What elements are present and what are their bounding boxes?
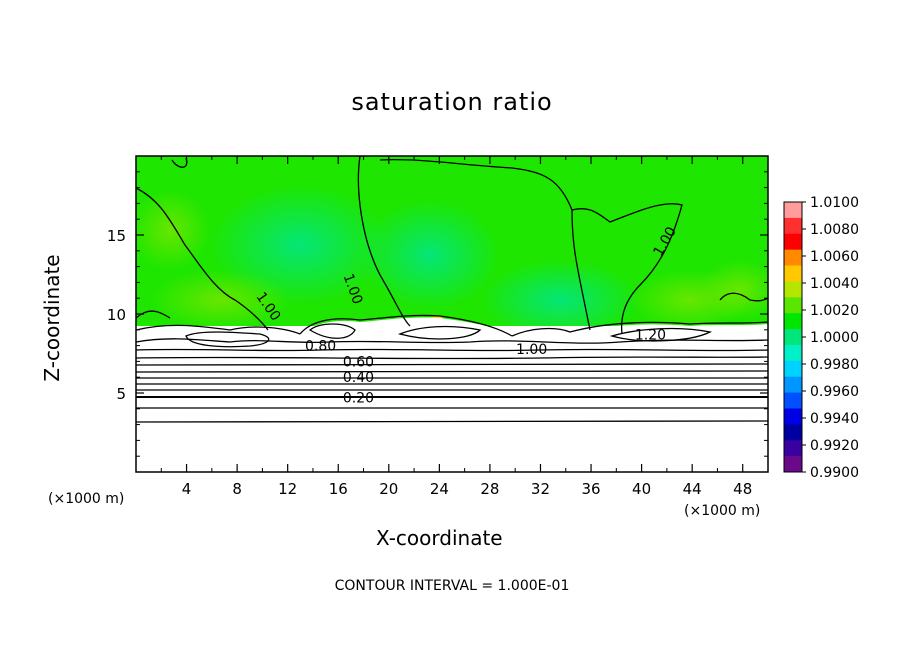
colorbar-swatch [784, 265, 802, 282]
colorbar-label: 0.9920 [810, 438, 859, 454]
field-blob [700, 260, 768, 320]
colorbar-swatch [784, 249, 802, 267]
colorbar-label: 0.9940 [810, 411, 859, 427]
x-tick-label: 8 [232, 480, 242, 498]
contour-line [571, 203, 683, 335]
contour-label: 0.40 [343, 370, 374, 386]
x-tick-label: 40 [632, 480, 651, 498]
contour-line [136, 310, 171, 319]
contour-label: 0.20 [343, 391, 374, 407]
contour-label: 0.60 [343, 354, 374, 370]
y-axis-label: Z-coordinate [40, 254, 64, 382]
y-tick-label: 10 [107, 306, 126, 324]
x-tick-label: 24 [430, 480, 449, 498]
x-axis: 4 8 12 16 20 24 28 32 36 40 44 48 [160, 156, 752, 498]
contour-interval-note: CONTOUR INTERVAL = 1.000E-01 [334, 578, 570, 594]
svg-text:0.20: 0.20 [343, 391, 374, 407]
contour-line [609, 327, 712, 342]
y-tick-label: 5 [116, 385, 126, 403]
contour-line [185, 331, 270, 348]
colorbar-label: 0.9980 [810, 357, 859, 373]
contour-line [136, 377, 768, 379]
contour-line [136, 348, 768, 352]
subsaturated-region [136, 326, 768, 472]
x-tick-label: 12 [278, 480, 297, 498]
contour-line [136, 356, 768, 360]
field-blob [480, 260, 640, 340]
svg-text:0.60: 0.60 [343, 354, 374, 370]
colorbar-swatch [784, 281, 802, 298]
field-blob [136, 190, 210, 270]
colorbar-swatch [784, 344, 802, 362]
heatmap-field [136, 156, 768, 472]
colorbar: 1.0100 1.0080 1.0060 1.0040 1.0020 1.0000 0.99… [783, 195, 859, 481]
contour-label: 1.20 [635, 328, 666, 344]
x-tick-label: 32 [531, 480, 550, 498]
x-unit-label-left: (×1000 m) [48, 491, 125, 507]
x-tick-label: 48 [733, 480, 752, 498]
contour-line [397, 325, 482, 340]
colorbar-swatch [784, 360, 802, 378]
contour-line [136, 187, 269, 331]
colorbar-swatch [784, 313, 802, 330]
cloud-top-region [136, 317, 768, 340]
x-tick-label: 28 [480, 480, 499, 498]
contour-lines [136, 156, 768, 423]
colorbar-label: 1.0080 [810, 222, 859, 238]
colorbar-swatch [784, 408, 802, 425]
colorbar-label: 1.0020 [810, 303, 859, 319]
contour-line [136, 420, 768, 423]
contour-label: 0.80 [305, 339, 336, 355]
colorbar-label: 1.0040 [810, 276, 859, 292]
x-tick-label: 20 [379, 480, 398, 498]
colorbar-swatch [784, 392, 802, 409]
contour-line [379, 159, 591, 331]
contour-line [299, 314, 513, 337]
contour-line [719, 292, 768, 302]
contour-line [308, 323, 356, 339]
x-tick-label: 16 [329, 480, 348, 498]
x-tick-label: 44 [683, 480, 702, 498]
colorbar-swatch [784, 440, 802, 457]
contour-line [136, 370, 768, 373]
colorbar-label: 1.0060 [810, 249, 859, 265]
x-unit-label-right: (×1000 m) [684, 503, 761, 519]
colorbar-swatch [784, 297, 802, 314]
colorbar-swatch [784, 329, 802, 346]
colorbar-label: 1.0100 [810, 195, 859, 211]
svg-text:0.40: 0.40 [343, 370, 374, 386]
contour-line [136, 324, 301, 335]
y-tick-label: 15 [107, 227, 126, 245]
svg-text:1.00: 1.00 [516, 342, 547, 358]
contour-line [136, 363, 768, 366]
field-blob [360, 200, 500, 310]
contour-line [357, 156, 411, 327]
contour-label: 1.00 [516, 342, 547, 358]
colorbar-label: 0.9900 [810, 465, 859, 481]
contour-line [136, 395, 768, 399]
colorbar-swatch [784, 456, 802, 473]
colorbar-swatch [784, 233, 802, 251]
colorbar-swatch [784, 424, 802, 441]
colorbar-label: 0.9960 [810, 384, 859, 400]
colorbar-swatch [784, 202, 802, 219]
x-axis-label: X-coordinate [376, 526, 503, 550]
contour-line [511, 321, 768, 337]
colorbar-swatch [784, 376, 802, 394]
x-tick-label: 4 [182, 480, 192, 498]
y-axis: 5 10 15 [107, 171, 768, 457]
colorbar-swatch [784, 217, 802, 235]
svg-text:0.80: 0.80 [305, 339, 336, 355]
x-tick-label: 36 [581, 480, 600, 498]
svg-text:1.20: 1.20 [635, 328, 666, 344]
chart-title: saturation ratio [351, 88, 553, 116]
colorbar-label: 1.0000 [810, 330, 859, 346]
